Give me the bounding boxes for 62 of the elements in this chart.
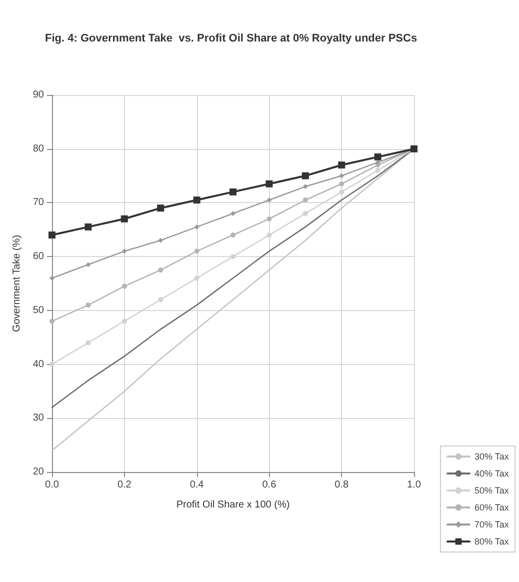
- y-tick-label: 60: [32, 251, 44, 262]
- y-tick-label: 70: [32, 197, 44, 208]
- point: [194, 224, 200, 230]
- point: [193, 196, 200, 204]
- x-tick-label: 0.2: [117, 480, 132, 490]
- y-tick-label: 50: [32, 304, 44, 316]
- point: [339, 189, 344, 194]
- point: [339, 173, 344, 178]
- y-tick-label: 90: [32, 90, 44, 100]
- y-tick-label: 30: [32, 412, 44, 424]
- point: [157, 204, 164, 212]
- point: [375, 168, 380, 173]
- point: [302, 172, 309, 180]
- y-tick-label: 20: [32, 466, 44, 478]
- legend-label: 40% Tax: [474, 468, 510, 478]
- x-tick-label: 0.4: [190, 480, 204, 490]
- point: [50, 318, 54, 324]
- point: [86, 340, 91, 346]
- point: [158, 238, 164, 243]
- y-axis-title: Government Take (%): [11, 234, 22, 332]
- point: [230, 188, 236, 196]
- point: [266, 198, 272, 203]
- y-tick-label: 40: [32, 358, 44, 370]
- point: [302, 198, 308, 203]
- point: [266, 216, 272, 222]
- point: [302, 210, 308, 216]
- point: [120, 215, 128, 222]
- point: [338, 162, 346, 169]
- x-axis-title: Profit Oil Share x 100 (%): [176, 500, 290, 510]
- chart-title: Fig. 4: Government Take vs. Profit Oil Share at 0% Royalty under PSCs: [45, 32, 418, 44]
- point: [50, 276, 54, 281]
- point: [158, 297, 164, 302]
- point: [230, 210, 236, 216]
- point: [122, 318, 127, 324]
- x-tick-label: 0.8: [334, 480, 349, 490]
- point: [86, 262, 91, 268]
- legend-label: 60% Tax: [474, 502, 510, 512]
- point: [158, 268, 164, 273]
- point: [230, 254, 236, 260]
- point: [194, 276, 200, 281]
- legend-label: 50% Tax: [474, 486, 510, 496]
- point: [266, 180, 273, 188]
- point: [266, 232, 272, 238]
- point: [48, 232, 56, 239]
- legend-label: 80% Tax: [474, 536, 510, 546]
- point: [374, 153, 382, 160]
- x-tick-label: 0.6: [262, 480, 277, 490]
- y-tick-label: 80: [32, 143, 44, 154]
- point: [302, 184, 308, 190]
- legend-label: 70% Tax: [474, 520, 510, 530]
- point: [375, 160, 380, 165]
- point: [230, 232, 236, 238]
- point: [194, 248, 200, 254]
- point: [84, 223, 92, 230]
- x-tick-label: 0.0: [45, 480, 60, 490]
- point: [86, 302, 91, 308]
- point: [50, 362, 54, 367]
- point: [122, 248, 127, 254]
- point: [339, 181, 344, 186]
- legend-label: 30% Tax: [474, 452, 510, 462]
- point: [122, 284, 127, 289]
- x-tick-label: 1.0: [407, 480, 422, 490]
